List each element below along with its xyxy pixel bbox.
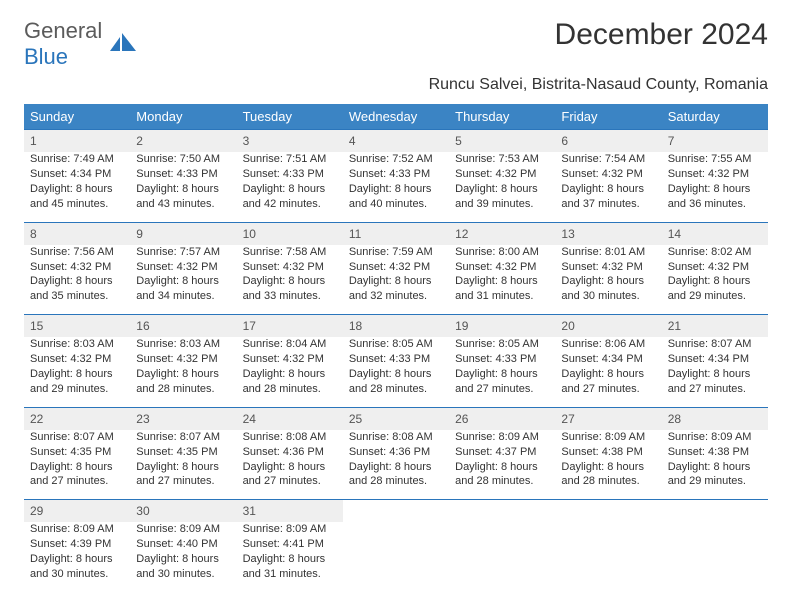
day-cell: Sunrise: 8:07 AMSunset: 4:34 PMDaylight:… bbox=[662, 337, 768, 407]
sails-icon bbox=[108, 31, 138, 58]
day-number: 15 bbox=[24, 315, 130, 338]
day-number: 18 bbox=[343, 315, 449, 338]
day-number: 24 bbox=[237, 407, 343, 430]
day-header: Sunday bbox=[24, 104, 130, 130]
day-cell: Sunrise: 7:52 AMSunset: 4:33 PMDaylight:… bbox=[343, 152, 449, 222]
day-number: 3 bbox=[237, 130, 343, 153]
calendar-table: SundayMondayTuesdayWednesdayThursdayFrid… bbox=[24, 104, 768, 592]
day-cell: Sunrise: 8:05 AMSunset: 4:33 PMDaylight:… bbox=[449, 337, 555, 407]
day-number: 23 bbox=[130, 407, 236, 430]
day-cell: Sunrise: 8:02 AMSunset: 4:32 PMDaylight:… bbox=[662, 245, 768, 315]
day-number: 14 bbox=[662, 222, 768, 245]
day-cell bbox=[662, 522, 768, 591]
day-number: 12 bbox=[449, 222, 555, 245]
day-number: 4 bbox=[343, 130, 449, 153]
day-cell bbox=[449, 522, 555, 591]
day-number: 31 bbox=[237, 500, 343, 523]
day-cell: Sunrise: 8:04 AMSunset: 4:32 PMDaylight:… bbox=[237, 337, 343, 407]
day-cell: Sunrise: 7:56 AMSunset: 4:32 PMDaylight:… bbox=[24, 245, 130, 315]
day-number: 16 bbox=[130, 315, 236, 338]
day-number: 22 bbox=[24, 407, 130, 430]
day-cell: Sunrise: 8:06 AMSunset: 4:34 PMDaylight:… bbox=[555, 337, 661, 407]
logo: General Blue bbox=[24, 18, 138, 70]
day-cell: Sunrise: 7:59 AMSunset: 4:32 PMDaylight:… bbox=[343, 245, 449, 315]
day-cell: Sunrise: 8:08 AMSunset: 4:36 PMDaylight:… bbox=[343, 430, 449, 500]
day-number: 2 bbox=[130, 130, 236, 153]
day-cell: Sunrise: 8:09 AMSunset: 4:39 PMDaylight:… bbox=[24, 522, 130, 591]
day-content-row: Sunrise: 7:49 AMSunset: 4:34 PMDaylight:… bbox=[24, 152, 768, 222]
day-content-row: Sunrise: 7:56 AMSunset: 4:32 PMDaylight:… bbox=[24, 245, 768, 315]
day-number: 1 bbox=[24, 130, 130, 153]
day-cell: Sunrise: 8:00 AMSunset: 4:32 PMDaylight:… bbox=[449, 245, 555, 315]
day-cell: Sunrise: 8:03 AMSunset: 4:32 PMDaylight:… bbox=[130, 337, 236, 407]
day-cell: Sunrise: 7:51 AMSunset: 4:33 PMDaylight:… bbox=[237, 152, 343, 222]
day-number: 30 bbox=[130, 500, 236, 523]
day-cell: Sunrise: 7:53 AMSunset: 4:32 PMDaylight:… bbox=[449, 152, 555, 222]
day-number bbox=[555, 500, 661, 523]
day-cell: Sunrise: 8:07 AMSunset: 4:35 PMDaylight:… bbox=[24, 430, 130, 500]
day-header: Wednesday bbox=[343, 104, 449, 130]
day-number: 26 bbox=[449, 407, 555, 430]
day-header: Saturday bbox=[662, 104, 768, 130]
day-content-row: Sunrise: 8:03 AMSunset: 4:32 PMDaylight:… bbox=[24, 337, 768, 407]
daynum-row: 293031 bbox=[24, 500, 768, 523]
day-cell: Sunrise: 7:54 AMSunset: 4:32 PMDaylight:… bbox=[555, 152, 661, 222]
day-number: 11 bbox=[343, 222, 449, 245]
day-number: 8 bbox=[24, 222, 130, 245]
day-number bbox=[662, 500, 768, 523]
logo-word2: Blue bbox=[24, 44, 68, 69]
calendar-body: 1234567Sunrise: 7:49 AMSunset: 4:34 PMDa… bbox=[24, 130, 768, 592]
day-number bbox=[449, 500, 555, 523]
day-number: 5 bbox=[449, 130, 555, 153]
day-cell: Sunrise: 8:01 AMSunset: 4:32 PMDaylight:… bbox=[555, 245, 661, 315]
day-content-row: Sunrise: 8:07 AMSunset: 4:35 PMDaylight:… bbox=[24, 430, 768, 500]
day-cell: Sunrise: 8:05 AMSunset: 4:33 PMDaylight:… bbox=[343, 337, 449, 407]
day-number: 19 bbox=[449, 315, 555, 338]
day-header: Thursday bbox=[449, 104, 555, 130]
daynum-row: 891011121314 bbox=[24, 222, 768, 245]
day-cell: Sunrise: 7:50 AMSunset: 4:33 PMDaylight:… bbox=[130, 152, 236, 222]
day-number: 6 bbox=[555, 130, 661, 153]
day-cell: Sunrise: 8:09 AMSunset: 4:41 PMDaylight:… bbox=[237, 522, 343, 591]
day-cell: Sunrise: 7:58 AMSunset: 4:32 PMDaylight:… bbox=[237, 245, 343, 315]
daynum-row: 22232425262728 bbox=[24, 407, 768, 430]
day-number: 9 bbox=[130, 222, 236, 245]
day-content-row: Sunrise: 8:09 AMSunset: 4:39 PMDaylight:… bbox=[24, 522, 768, 591]
day-number bbox=[343, 500, 449, 523]
day-cell: Sunrise: 8:09 AMSunset: 4:38 PMDaylight:… bbox=[555, 430, 661, 500]
daynum-row: 1234567 bbox=[24, 130, 768, 153]
day-cell: Sunrise: 8:09 AMSunset: 4:37 PMDaylight:… bbox=[449, 430, 555, 500]
day-number: 29 bbox=[24, 500, 130, 523]
header: General Blue December 2024 bbox=[24, 18, 768, 70]
day-number: 10 bbox=[237, 222, 343, 245]
day-cell: Sunrise: 7:55 AMSunset: 4:32 PMDaylight:… bbox=[662, 152, 768, 222]
daynum-row: 15161718192021 bbox=[24, 315, 768, 338]
day-number: 21 bbox=[662, 315, 768, 338]
logo-text: General Blue bbox=[24, 18, 102, 70]
day-cell: Sunrise: 7:49 AMSunset: 4:34 PMDaylight:… bbox=[24, 152, 130, 222]
day-header: Monday bbox=[130, 104, 236, 130]
day-number: 28 bbox=[662, 407, 768, 430]
day-cell: Sunrise: 8:09 AMSunset: 4:40 PMDaylight:… bbox=[130, 522, 236, 591]
day-cell: Sunrise: 8:07 AMSunset: 4:35 PMDaylight:… bbox=[130, 430, 236, 500]
logo-word1: General bbox=[24, 18, 102, 43]
day-number: 7 bbox=[662, 130, 768, 153]
day-number: 13 bbox=[555, 222, 661, 245]
day-number: 20 bbox=[555, 315, 661, 338]
day-number: 25 bbox=[343, 407, 449, 430]
day-cell bbox=[343, 522, 449, 591]
day-cell: Sunrise: 8:08 AMSunset: 4:36 PMDaylight:… bbox=[237, 430, 343, 500]
day-cell: Sunrise: 8:09 AMSunset: 4:38 PMDaylight:… bbox=[662, 430, 768, 500]
day-header-row: SundayMondayTuesdayWednesdayThursdayFrid… bbox=[24, 104, 768, 130]
day-cell bbox=[555, 522, 661, 591]
day-cell: Sunrise: 7:57 AMSunset: 4:32 PMDaylight:… bbox=[130, 245, 236, 315]
day-number: 17 bbox=[237, 315, 343, 338]
day-header: Tuesday bbox=[237, 104, 343, 130]
location-subtitle: Runcu Salvei, Bistrita-Nasaud County, Ro… bbox=[24, 76, 768, 94]
day-number: 27 bbox=[555, 407, 661, 430]
day-header: Friday bbox=[555, 104, 661, 130]
page-title: December 2024 bbox=[555, 18, 768, 52]
day-cell: Sunrise: 8:03 AMSunset: 4:32 PMDaylight:… bbox=[24, 337, 130, 407]
